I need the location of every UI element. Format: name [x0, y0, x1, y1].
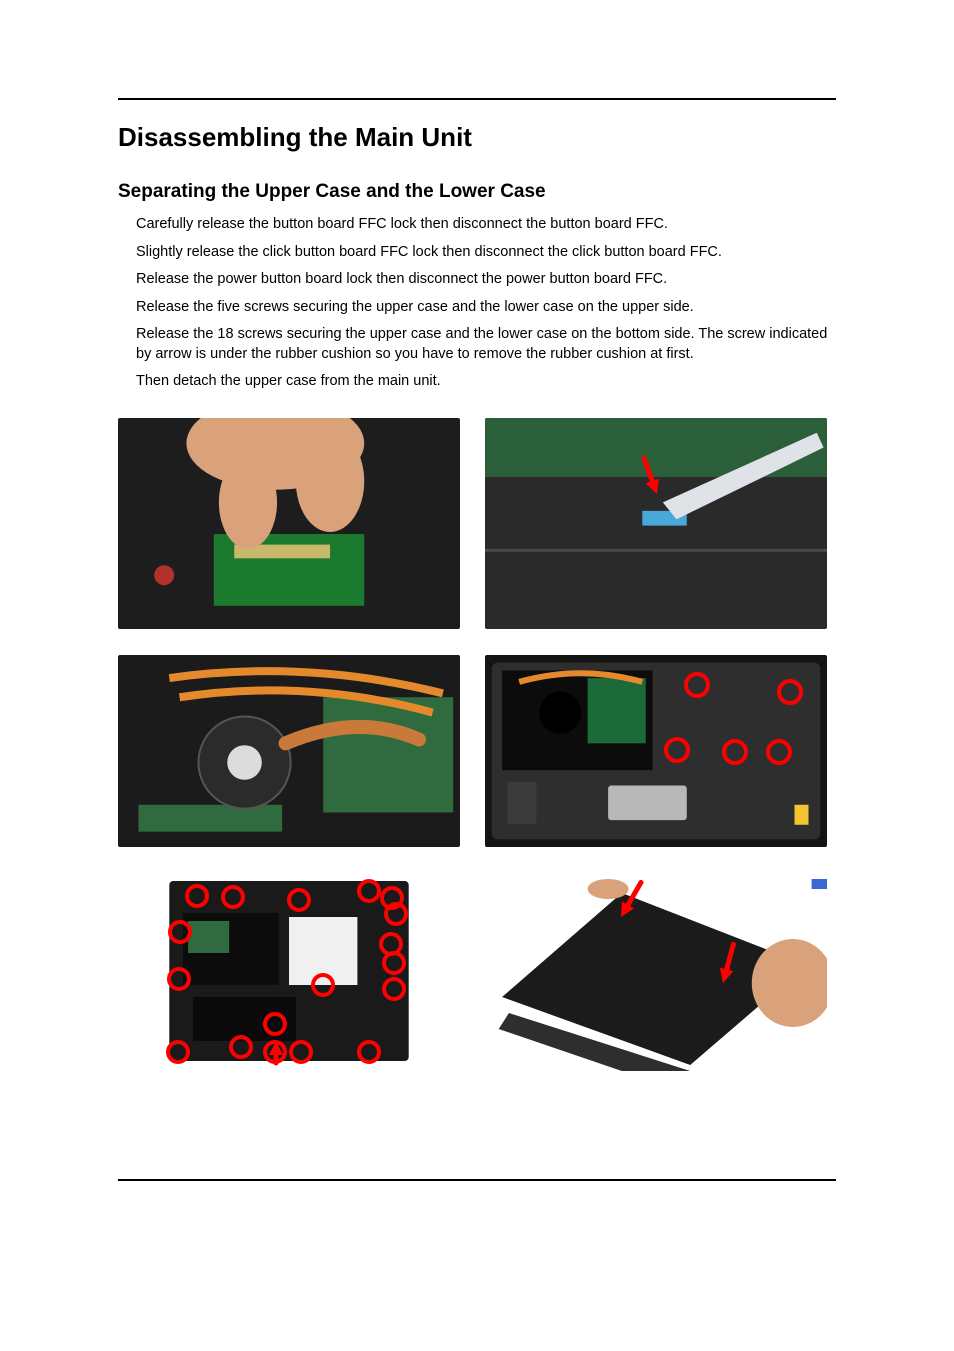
page-title: Disassembling the Main Unit [118, 122, 836, 153]
screw-marker [311, 973, 335, 997]
fig-4-upper-side-5-screws [485, 655, 827, 847]
bottom-rule [118, 1179, 836, 1181]
step-item: Then detach the upper case from the main… [136, 372, 836, 392]
step-list: Carefully release the button board FFC l… [136, 215, 836, 392]
screw-marker [221, 885, 245, 909]
screw-marker [384, 902, 408, 926]
screw-marker [664, 737, 690, 763]
step-item: Slightly release the click button board … [136, 243, 836, 263]
screw-marker [289, 1040, 313, 1064]
fig-2-pry-click-button-ffc [485, 418, 827, 629]
fig-5-bottom-18-screws [118, 873, 460, 1073]
fig-3-fan-heatsink-area [118, 655, 460, 847]
screw-marker [684, 672, 710, 698]
screw-marker [168, 920, 192, 944]
page: Disassembling the Main Unit Separating t… [0, 98, 954, 1341]
step-item: Release the five screws securing the upp… [136, 298, 836, 318]
screw-marker [167, 967, 191, 991]
content-column: Disassembling the Main Unit Separating t… [118, 98, 836, 1181]
fig-6-detach-upper-case [485, 873, 827, 1073]
step-item: Release the 18 screws securing the upper… [136, 325, 836, 364]
screw-marker [185, 884, 209, 908]
screw-marker [722, 739, 748, 765]
step-item: Release the power button board lock then… [136, 270, 836, 290]
arrow-indicator [118, 1041, 290, 1073]
top-rule [118, 98, 836, 100]
screw-marker [766, 739, 792, 765]
fig-1-release-ffc-lock-fingers [118, 418, 460, 629]
figure-grid [118, 418, 836, 1073]
step-item: Carefully release the button board FFC l… [136, 215, 836, 235]
section-title: Separating the Upper Case and the Lower … [118, 181, 836, 203]
